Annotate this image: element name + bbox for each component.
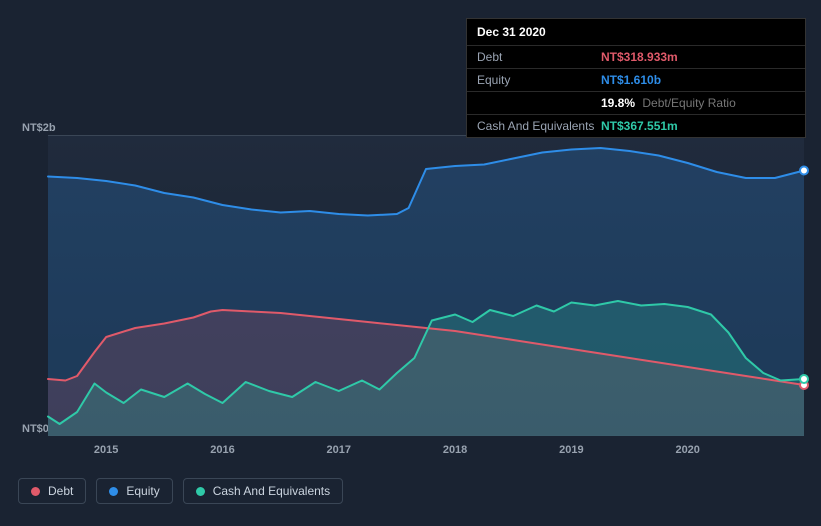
x-axis-tick: 2018 — [443, 444, 467, 456]
y-axis-label-min: NT$0 — [22, 423, 49, 435]
tooltip-value: NT$1.610b — [601, 73, 661, 87]
x-axis: 2015 2016 2017 2018 2019 2020 — [48, 444, 804, 464]
x-axis-tick: 2020 — [675, 444, 699, 456]
tooltip-date: Dec 31 2020 — [467, 19, 805, 46]
x-axis-tick: 2017 — [327, 444, 351, 456]
x-axis-tick: 2015 — [94, 444, 118, 456]
legend-dot-icon — [31, 487, 40, 496]
chart-tooltip: Dec 31 2020 Debt NT$318.933m Equity NT$1… — [466, 18, 806, 138]
tooltip-row-debt: Debt NT$318.933m — [467, 46, 805, 69]
tooltip-row-equity: Equity NT$1.610b — [467, 69, 805, 92]
chart-plot-area[interactable] — [48, 135, 804, 435]
tooltip-value: NT$367.551m — [601, 119, 678, 133]
legend-dot-icon — [109, 487, 118, 496]
x-axis-tick: 2019 — [559, 444, 583, 456]
tooltip-row-cash: Cash And Equivalents NT$367.551m — [467, 115, 805, 137]
tooltip-row-ratio: 19.8% Debt/Equity Ratio — [467, 92, 805, 115]
series-end-marker-equity — [800, 167, 808, 175]
tooltip-label — [477, 96, 601, 110]
legend-item-debt[interactable]: Debt — [18, 478, 86, 504]
legend-dot-icon — [196, 487, 205, 496]
legend-label: Debt — [48, 484, 73, 498]
x-axis-tick: 2016 — [210, 444, 234, 456]
chart-legend: Debt Equity Cash And Equivalents — [18, 478, 343, 504]
tooltip-label: Debt — [477, 50, 601, 64]
tooltip-value: 19.8% — [601, 96, 635, 110]
y-axis-label-max: NT$2b — [22, 122, 56, 134]
tooltip-label: Equity — [477, 73, 601, 87]
legend-label: Cash And Equivalents — [213, 484, 330, 498]
tooltip-ratio-suffix: Debt/Equity Ratio — [642, 96, 735, 110]
legend-item-equity[interactable]: Equity — [96, 478, 172, 504]
chart-svg — [48, 136, 804, 436]
tooltip-value: NT$318.933m — [601, 50, 678, 64]
tooltip-label: Cash And Equivalents — [477, 119, 601, 133]
legend-item-cash[interactable]: Cash And Equivalents — [183, 478, 343, 504]
legend-label: Equity — [126, 484, 159, 498]
series-end-marker-cash — [800, 375, 808, 383]
